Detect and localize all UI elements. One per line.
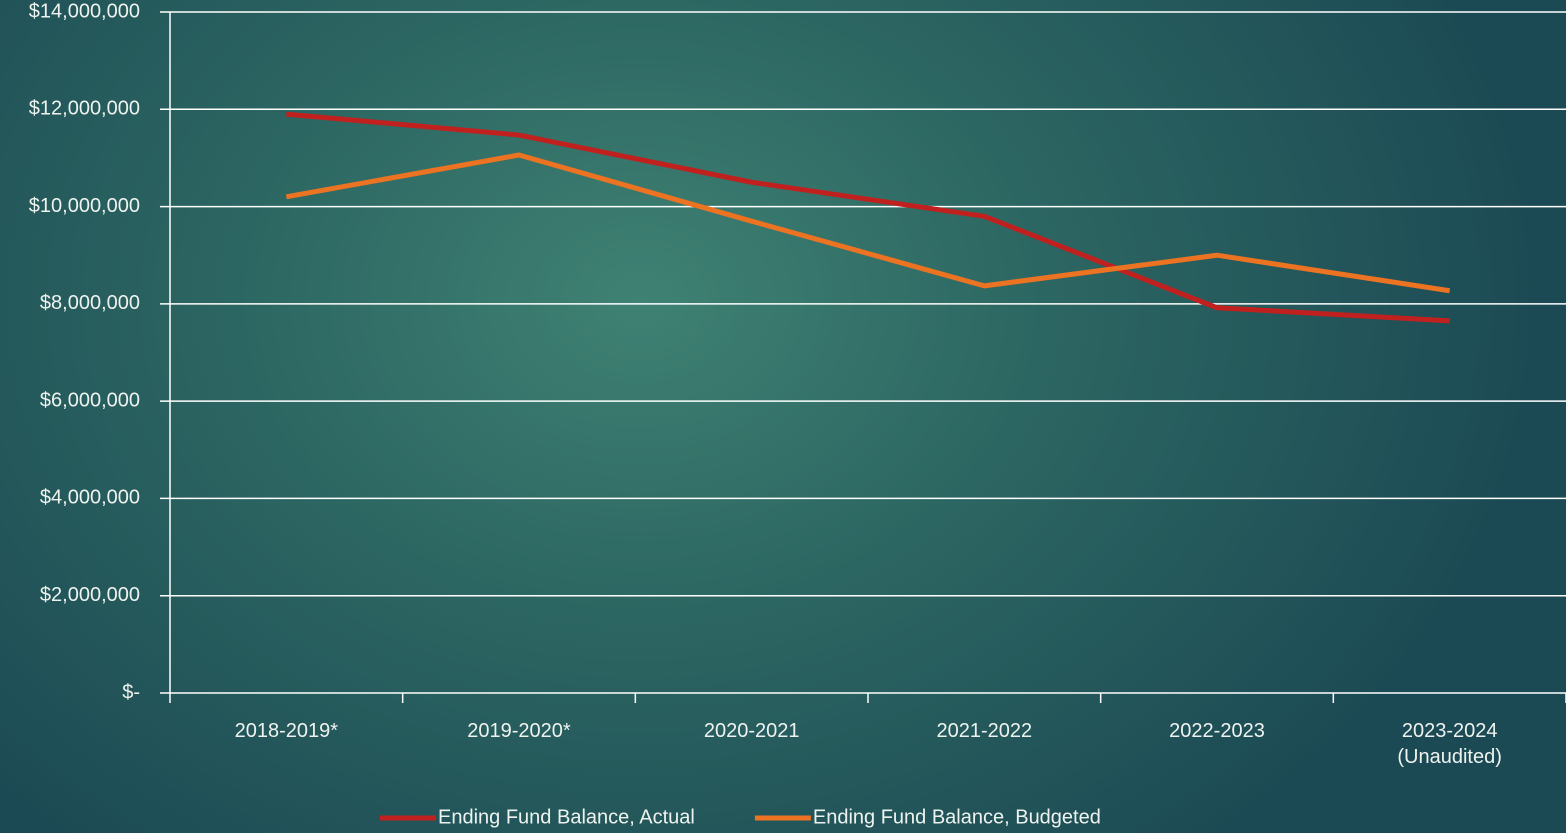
y-tick-label: $4,000,000 bbox=[40, 487, 140, 509]
y-tick-label: $8,000,000 bbox=[40, 292, 140, 314]
legend-label: Ending Fund Balance, Actual bbox=[438, 806, 695, 828]
y-tick-label: $14,000,000 bbox=[29, 0, 140, 22]
y-tick-label: $2,000,000 bbox=[40, 584, 140, 606]
series-line bbox=[286, 111, 1450, 324]
x-tick-label: 2018-2019* bbox=[234, 720, 339, 742]
y-tick-label: $12,000,000 bbox=[29, 98, 140, 120]
y-tick-label: $6,000,000 bbox=[40, 389, 140, 411]
y-tick-label: $- bbox=[122, 681, 140, 703]
x-tick-label: 2023-2024 (Unaudited) bbox=[1397, 720, 1502, 768]
x-tick-label: 2020-2021 bbox=[703, 720, 800, 742]
series-line bbox=[285, 152, 1451, 294]
legend-label: Ending Fund Balance, Budgeted bbox=[813, 806, 1101, 828]
x-tick-label: 2021-2022 bbox=[936, 720, 1033, 742]
x-tick-label: 2019-2020* bbox=[467, 720, 571, 742]
y-tick-label: $10,000,000 bbox=[29, 195, 140, 217]
x-tick-label: 2022-2023 bbox=[1169, 720, 1265, 742]
